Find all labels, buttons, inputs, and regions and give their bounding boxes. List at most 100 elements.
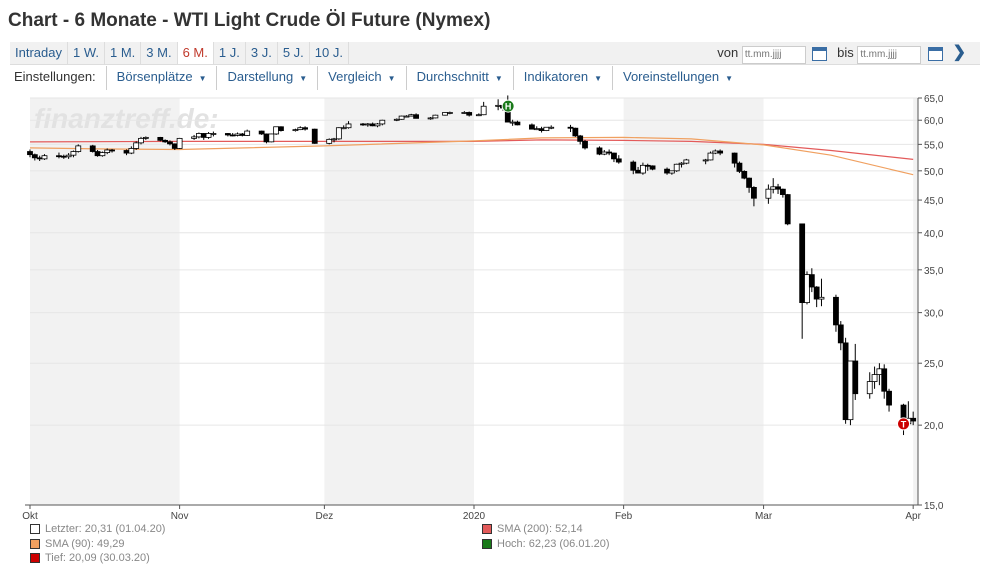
range-tab[interactable]: 10 J. (310, 42, 349, 64)
candle-body (31, 154, 38, 159)
candle-body (678, 162, 685, 165)
x-tick-label: Nov (171, 511, 189, 522)
candle-body (133, 142, 140, 149)
settings-menu[interactable]: Vergleich ▼ (317, 66, 405, 90)
menu-label: Voreinstellungen (623, 69, 720, 84)
candle-body (567, 126, 574, 129)
date-to-input[interactable] (857, 45, 922, 64)
y-tick-label: 30,0 (924, 309, 944, 320)
date-from-label: von (717, 45, 739, 60)
settings-menu[interactable]: Darstellung ▼ (216, 66, 317, 90)
candle-body (335, 127, 342, 140)
candle-body (804, 274, 810, 304)
candle-body (297, 127, 304, 131)
candle-body (611, 152, 617, 160)
candle-body (813, 286, 820, 300)
candle-body (278, 126, 284, 131)
legend-label: SMA (90): 49,29 (45, 538, 125, 550)
legend-item: Tief: 20,09 (30.03.20) (30, 552, 150, 564)
y-tick-label: 15,0 (924, 501, 944, 512)
x-tick-label: 2020 (463, 511, 486, 522)
range-tab[interactable]: 3 J. (246, 42, 278, 64)
month-band (324, 98, 474, 505)
candle-body (649, 165, 656, 170)
candle-body (847, 360, 854, 421)
range-tab[interactable]: 6 M. (177, 42, 214, 64)
candle-body (157, 136, 164, 141)
candle-body (842, 342, 849, 421)
candle-body (881, 368, 888, 392)
candle-body (200, 133, 207, 138)
date-from-input[interactable] (741, 45, 806, 64)
candle-body (644, 164, 651, 167)
candle-body (784, 194, 791, 225)
range-tab[interactable]: 1 J. (214, 42, 246, 64)
candle-body (210, 133, 217, 135)
candle-body (196, 133, 202, 138)
candle-body (640, 164, 646, 174)
legend-item: Hoch: 62,23 (06.01.20) (482, 538, 610, 550)
legend-item: SMA (90): 49,29 (30, 538, 125, 550)
candle-body (94, 151, 101, 157)
sma-90-line (29, 136, 914, 176)
candle-body (871, 374, 878, 382)
candle-body (345, 123, 352, 129)
candle-body (707, 152, 714, 161)
legend-item: SMA (200): 52,14 (482, 523, 583, 535)
legend-item: Letzter: 20,31 (01.04.20) (30, 523, 165, 535)
candle-body (224, 133, 231, 136)
candle-body (263, 133, 270, 143)
candle-body (239, 133, 246, 136)
candle-body (302, 127, 308, 130)
calendar-icon[interactable] (927, 46, 943, 61)
candle-body (746, 177, 752, 188)
candle-body (770, 186, 777, 190)
candle-body (509, 121, 516, 124)
candle-body (142, 136, 149, 139)
x-tick-label: Apr (905, 511, 921, 522)
date-range-picker: von bis ❯ (717, 42, 966, 64)
candle-body (765, 188, 772, 199)
settings-menu[interactable]: Durchschnitt ▼ (405, 66, 513, 90)
chevron-right-icon[interactable]: ❯ (952, 44, 966, 61)
date-to-label: bis (837, 45, 854, 60)
caret-down-icon: ▼ (725, 74, 734, 83)
range-tab[interactable]: 3 M. (141, 42, 178, 64)
calendar-icon[interactable] (812, 46, 828, 61)
settings-menu[interactable]: Voreinstellungen ▼ (612, 66, 743, 90)
legend-swatch (482, 524, 492, 535)
y-tick-label: 35,0 (924, 266, 944, 277)
range-tab[interactable]: 1 W. (68, 42, 105, 64)
candle-body (393, 118, 400, 121)
candle-body (799, 223, 806, 304)
settings-label: Einstellungen: (14, 69, 96, 84)
candle-body (538, 128, 545, 131)
candle-body (191, 136, 197, 139)
y-tick-label: 65,0 (924, 94, 944, 105)
range-tab[interactable]: 1 M. (105, 42, 142, 64)
range-tab[interactable]: Intraday (10, 42, 68, 64)
caret-down-icon: ▼ (299, 74, 308, 83)
candle-body (818, 296, 825, 300)
candle-body (751, 187, 757, 199)
candle-body (340, 127, 347, 130)
candle-body (70, 151, 77, 156)
candle-body (398, 115, 405, 120)
menu-label: Darstellung (227, 69, 294, 84)
candle-body (446, 112, 453, 114)
low-marker (897, 417, 911, 431)
candle-body (852, 360, 859, 395)
candle-body (65, 154, 72, 158)
candle-body (128, 148, 135, 154)
candle-body (615, 158, 622, 163)
candle-body (311, 128, 318, 144)
settings-menu[interactable]: Indikatoren ▼ (512, 66, 612, 90)
candle-body (326, 138, 333, 144)
legend-label: SMA (200): 52,14 (497, 523, 583, 535)
candle-body (741, 170, 748, 179)
y-tick-label: 50,0 (924, 167, 944, 178)
caret-down-icon: ▼ (198, 74, 207, 83)
menu-label: Durchschnitt (416, 69, 489, 84)
range-tab[interactable]: 5 J. (278, 42, 310, 64)
settings-menu[interactable]: Börsenplätze ▼ (105, 66, 217, 90)
